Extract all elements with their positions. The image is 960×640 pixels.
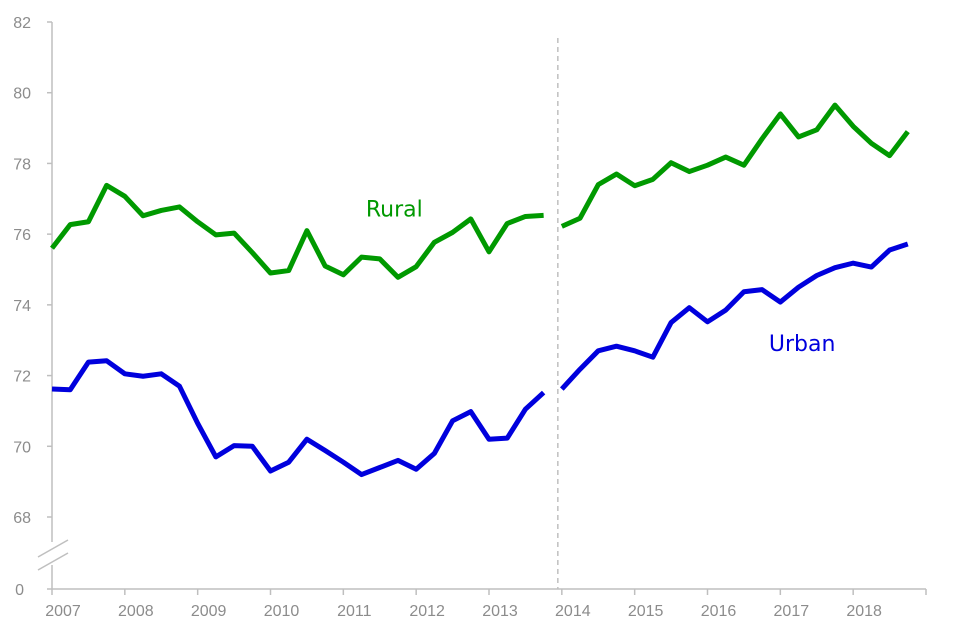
rural-series-label: Rural — [366, 197, 423, 222]
x-tick-label: 2009 — [191, 603, 227, 620]
x-tick-label: 2008 — [118, 603, 154, 620]
urban-line-segment — [51, 358, 546, 478]
y-tick-label: 74 — [13, 298, 31, 315]
rural-line-segment — [560, 102, 910, 229]
y-tick-label: 72 — [13, 369, 31, 386]
series-annotations: Rural Urban — [366, 197, 836, 356]
urban-line-segment — [559, 241, 909, 391]
axes — [37, 22, 926, 590]
x-tick-label: 2010 — [264, 603, 300, 620]
rural-line-segment — [50, 182, 544, 280]
y-zero-label: 0 — [15, 582, 24, 599]
series-layer — [50, 102, 910, 478]
y-axis-ticks: 68 70 72 74 76 78 80 82 0 — [13, 15, 52, 599]
x-tick-label: 2012 — [409, 603, 445, 620]
x-tick-label: 2007 — [45, 603, 81, 620]
x-tick-label: 2013 — [482, 603, 518, 620]
y-tick-label: 70 — [13, 439, 31, 456]
x-tick-label: 2016 — [701, 603, 737, 620]
series-rural — [50, 102, 910, 280]
x-tick-label: 2015 — [628, 603, 664, 620]
y-tick-label: 80 — [13, 86, 31, 103]
x-axis-ticks: 2007 2008 2009 2010 2011 2012 2013 2014 2015 2016… — [45, 589, 927, 620]
x-tick-label: 2014 — [555, 603, 591, 620]
x-tick-label: 2011 — [337, 603, 372, 620]
urban-series-label: Urban — [769, 332, 836, 357]
axis-break-mark — [37, 539, 69, 558]
x-tick-label: 2017 — [774, 603, 810, 620]
y-tick-label: 78 — [13, 156, 31, 173]
series-urban — [51, 241, 909, 478]
y-tick-label: 68 — [13, 510, 31, 527]
axis-break-mark — [37, 552, 69, 571]
y-tick-label: 82 — [13, 15, 31, 32]
y-tick-label: 76 — [13, 227, 31, 244]
x-tick-label: 2018 — [846, 603, 882, 620]
